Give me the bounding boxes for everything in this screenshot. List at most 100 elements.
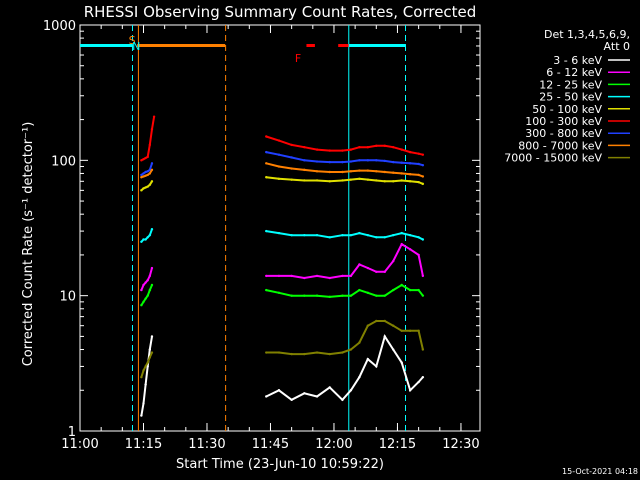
legend-label: 300 - 800 keV — [525, 127, 602, 140]
data-point — [150, 227, 154, 231]
data-point — [375, 270, 378, 274]
series-line — [266, 242, 424, 280]
flag-bar — [137, 44, 226, 47]
x-tick-label: 11:45 — [252, 437, 289, 452]
data-point — [349, 348, 353, 351]
data-point — [290, 178, 293, 181]
series-line — [265, 135, 424, 156]
data-point — [140, 176, 143, 179]
data-point — [417, 162, 420, 166]
flag-bar — [338, 44, 349, 47]
data-point — [150, 351, 154, 354]
data-point — [328, 352, 331, 356]
data-point — [148, 233, 152, 237]
data-point — [265, 176, 268, 179]
x-tick-label: 12:15 — [379, 437, 416, 452]
data-point — [144, 365, 147, 368]
data-point — [375, 170, 378, 173]
data-point — [408, 172, 412, 176]
data-point — [366, 324, 370, 327]
data-point — [417, 253, 420, 257]
data-point — [315, 294, 319, 297]
data-point — [148, 274, 152, 278]
data-point — [290, 398, 293, 402]
data-point — [341, 179, 344, 182]
data-point — [146, 294, 149, 297]
data-point — [375, 159, 378, 162]
data-point — [417, 236, 420, 239]
data-point — [341, 233, 344, 237]
data-point — [421, 153, 425, 156]
y-tick-label: 100 — [51, 154, 76, 169]
data-point — [328, 180, 331, 183]
data-point — [148, 172, 152, 175]
data-point — [140, 173, 143, 177]
plot-frame — [79, 24, 481, 432]
flag-letter: N — [132, 40, 140, 53]
data-point — [421, 274, 425, 278]
y-tick-label: 1000 — [43, 19, 76, 34]
data-point — [146, 185, 149, 188]
series-line — [265, 333, 424, 402]
data-point — [421, 375, 425, 379]
data-point — [315, 233, 319, 237]
legend-label: 6 - 12 keV — [546, 66, 602, 79]
data-point — [383, 159, 386, 163]
data-point — [408, 162, 412, 165]
data-point — [383, 335, 386, 338]
data-point — [349, 389, 353, 392]
data-point — [328, 160, 331, 164]
data-point — [341, 398, 344, 402]
data-point — [265, 395, 268, 398]
data-point — [148, 348, 152, 351]
data-point — [408, 233, 412, 237]
data-point — [146, 155, 149, 159]
data-point — [341, 170, 344, 174]
data-point — [349, 160, 353, 163]
data-point — [277, 153, 281, 156]
data-point — [392, 160, 395, 164]
data-point — [140, 304, 143, 307]
series-line — [265, 162, 424, 178]
data-point — [417, 329, 420, 333]
flag-letter: F — [295, 52, 301, 65]
data-point — [148, 356, 152, 359]
data-point — [148, 288, 152, 292]
data-point — [148, 183, 152, 186]
data-point — [375, 144, 378, 148]
data-point — [328, 386, 331, 389]
data-point — [150, 180, 154, 183]
data-point — [375, 294, 378, 297]
data-point — [146, 279, 149, 282]
data-point — [277, 274, 281, 278]
data-point — [140, 240, 143, 244]
data-point — [140, 414, 143, 417]
series-line — [140, 116, 156, 162]
data-point — [150, 168, 154, 172]
legend-label: 3 - 6 keV — [553, 54, 602, 67]
data-point — [142, 157, 145, 161]
data-point — [366, 266, 370, 270]
data-point — [383, 294, 386, 297]
data-point — [417, 380, 420, 384]
data-point — [290, 294, 293, 297]
flag-letter: S — [129, 34, 136, 47]
data-point — [315, 351, 319, 354]
data-point — [392, 171, 395, 174]
data-point — [142, 187, 145, 190]
data-point — [383, 270, 386, 274]
data-point — [408, 288, 412, 292]
series-800-7000keV — [140, 162, 425, 179]
x-tick-label: 11:15 — [125, 437, 162, 452]
data-point — [358, 159, 361, 162]
data-point — [366, 159, 370, 162]
legend-label: 7000 - 15000 keV — [504, 152, 602, 165]
legend-label: 100 - 300 keV — [525, 115, 602, 128]
data-point — [303, 294, 306, 297]
flag-bar — [80, 44, 133, 47]
data-point — [265, 162, 268, 165]
data-point — [152, 115, 156, 118]
data-point — [303, 168, 306, 172]
data-point — [408, 180, 412, 183]
data-point — [349, 294, 353, 297]
